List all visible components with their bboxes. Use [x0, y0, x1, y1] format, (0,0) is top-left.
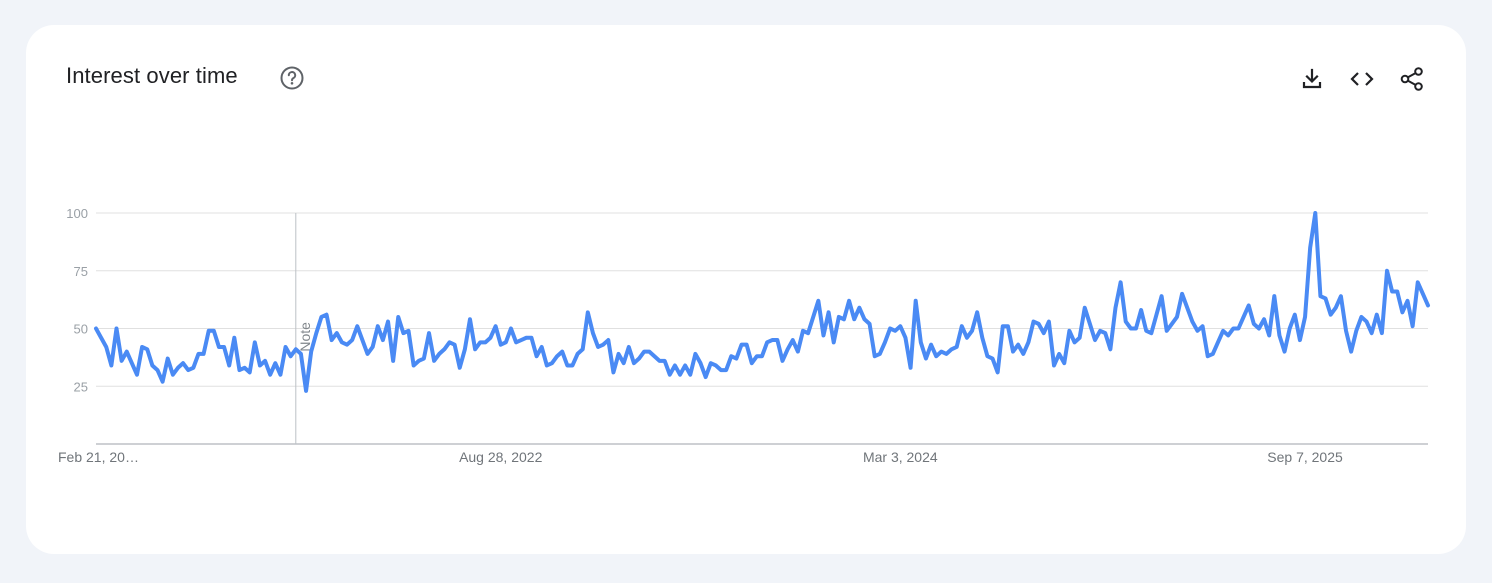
x-tick-label: Mar 3, 2024: [863, 449, 938, 465]
x-tick-label: Feb 21, 20…: [58, 449, 139, 465]
y-tick-label: 50: [74, 322, 88, 337]
x-tick-label: Aug 28, 2022: [459, 449, 543, 465]
embed-icon[interactable]: [1348, 65, 1376, 93]
series-line: [94, 211, 1430, 393]
help-circle-icon[interactable]: [279, 65, 305, 91]
note-label: Note: [297, 322, 313, 352]
y-tick-label: 75: [74, 264, 88, 279]
chart-actions: [1298, 65, 1426, 93]
y-tick-label: 100: [66, 206, 88, 221]
y-tick-label: 25: [74, 379, 88, 394]
share-icon[interactable]: [1398, 65, 1426, 93]
interest-over-time-card: Interest over time: [26, 25, 1466, 554]
line-chart: 100 75 50 25 Note Feb 21, 20… Aug 28, 2022 Mar …: [58, 206, 1430, 465]
download-icon[interactable]: [1298, 65, 1326, 93]
x-tick-label: Sep 7, 2025: [1267, 449, 1343, 465]
card-title: Interest over time: [66, 63, 238, 88]
